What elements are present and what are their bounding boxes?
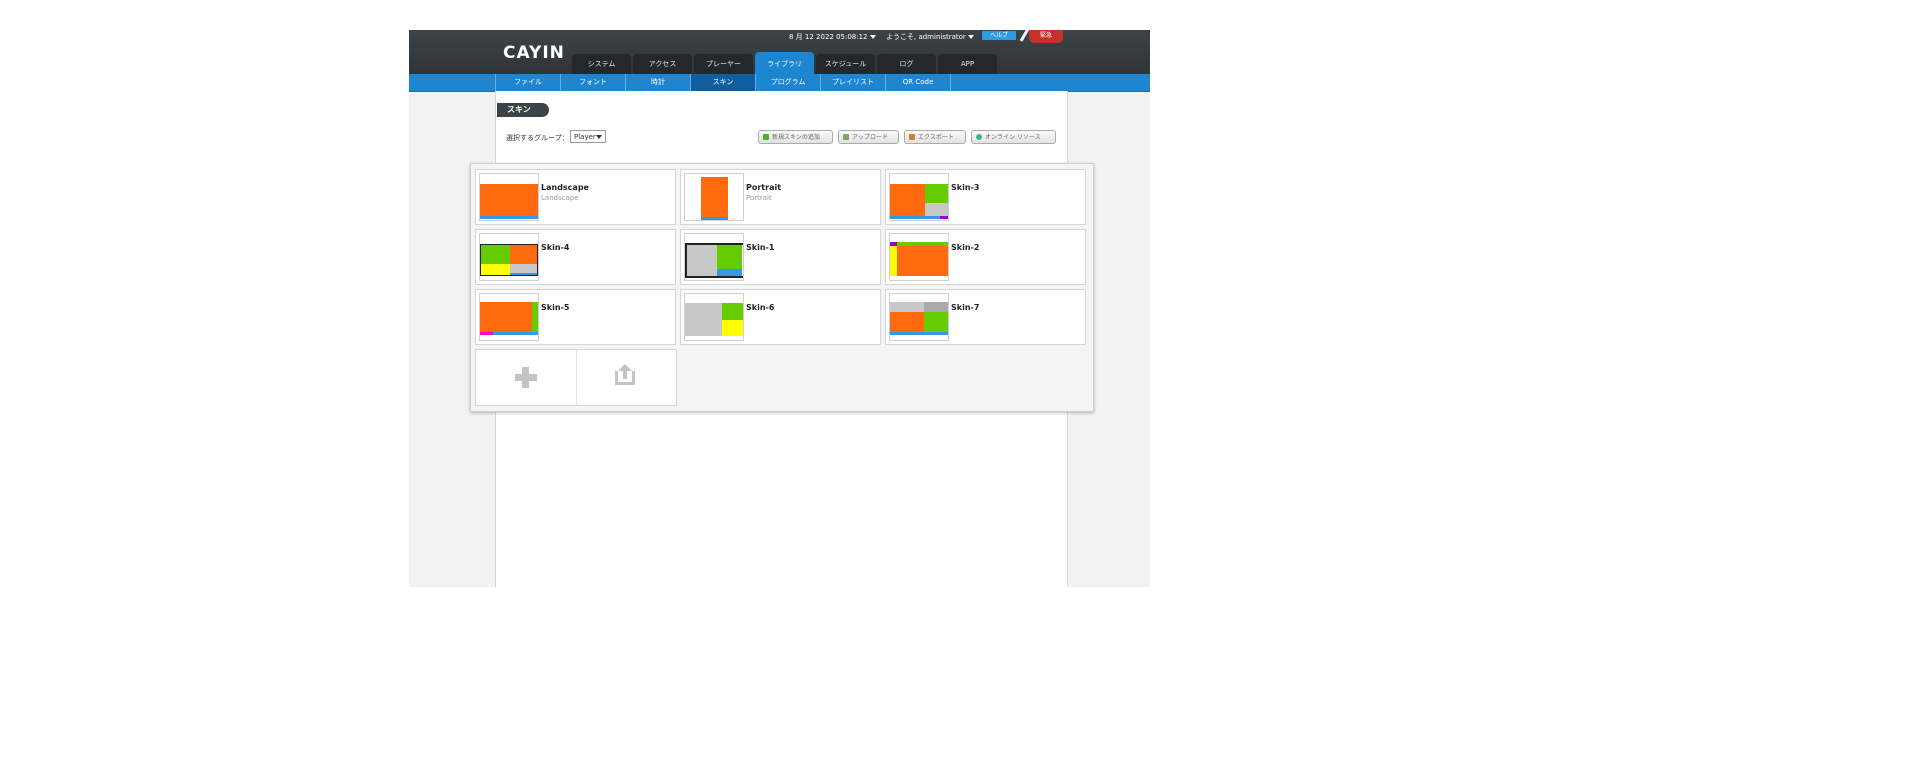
skin-name: Skin-6	[746, 303, 775, 312]
subtab-label: プレイリスト	[832, 78, 874, 86]
welcome-text: ようこそ, administrator	[886, 33, 966, 41]
tab-label: システム	[587, 60, 616, 68]
chevron-down-icon	[967, 35, 974, 39]
datetime-dropdown[interactable]: 8 月 12 2022 05:08:12	[789, 32, 876, 42]
skin-thumbnail	[684, 233, 744, 281]
skin-card-skin-5[interactable]: Skin-5	[475, 289, 676, 345]
add-skin-tile[interactable]	[476, 350, 575, 405]
add-skin-card	[475, 349, 677, 406]
skin-card-portrait[interactable]: Portrait Portrait	[680, 169, 881, 225]
emergency-label: 緊急	[1039, 32, 1052, 39]
subtab-skin[interactable]: スキン	[690, 74, 755, 91]
add-skin-label: 新規スキンの追加	[772, 134, 820, 141]
pen-icon	[1019, 30, 1030, 42]
upload-skin-tile[interactable]	[576, 350, 676, 405]
skin-thumbnail	[479, 173, 539, 221]
top-bar: CAYIN 8 月 12 2022 05:08:12 ようこそ, adminis…	[409, 30, 1150, 74]
skin-thumbnail	[889, 173, 949, 221]
group-select[interactable]: Player	[570, 130, 606, 143]
user-menu[interactable]: ようこそ, administrator	[886, 32, 974, 42]
subtab-label: プログラム	[770, 78, 806, 86]
upload-icon	[843, 134, 849, 140]
skin-name: Skin-7	[951, 303, 980, 312]
subtab-label: 時計	[651, 78, 665, 86]
tab-player[interactable]: プレーヤー	[694, 54, 753, 74]
subtab-program[interactable]: プログラム	[755, 74, 820, 91]
chevron-down-icon	[869, 35, 876, 39]
export-button[interactable]: エクスポート	[904, 130, 966, 144]
tab-access[interactable]: アクセス	[633, 54, 692, 74]
skin-name: Skin-2	[951, 243, 980, 252]
online-resources-button[interactable]: オンライン リソース	[971, 130, 1056, 144]
export-icon	[909, 134, 915, 140]
skin-card-skin-7[interactable]: Skin-7	[885, 289, 1086, 345]
skin-name: Portrait	[746, 183, 782, 192]
skin-card-skin-6[interactable]: Skin-6	[680, 289, 881, 345]
skin-name: Skin-1	[746, 243, 775, 252]
subtab-qr-code[interactable]: QR Code	[885, 74, 951, 91]
skin-thumbnail	[889, 233, 949, 281]
skin-subtitle: Portrait	[746, 194, 772, 202]
tab-log[interactable]: ログ	[877, 54, 936, 74]
subtab-label: スキン	[712, 78, 734, 86]
tab-label: ライブラリ	[767, 60, 802, 68]
skin-card-skin-3[interactable]: Skin-3	[885, 169, 1086, 225]
upload-label: アップロード	[852, 134, 889, 141]
skin-subtitle: Landscape	[541, 194, 579, 202]
sub-navigation: ファイル フォント 時計 スキン プログラム プレイリスト QR Code	[409, 74, 1150, 92]
help-label: ヘルプ	[989, 32, 1008, 39]
tab-library[interactable]: ライブラリ	[755, 52, 814, 74]
tab-label: プレーヤー	[706, 60, 741, 68]
cayin-logo: CAYIN	[503, 43, 565, 63]
skin-card-skin-1[interactable]: Skin-1	[680, 229, 881, 285]
skin-card-skin-2[interactable]: Skin-2	[885, 229, 1086, 285]
upload-button[interactable]: アップロード	[838, 130, 899, 144]
skin-thumbnail	[479, 293, 539, 341]
chevron-down-icon	[596, 135, 602, 139]
datetime-text: 8 月 12 2022 05:08:12	[789, 33, 868, 41]
tab-system[interactable]: システム	[572, 54, 631, 74]
subtab-playlist[interactable]: プレイリスト	[820, 74, 885, 91]
tab-label: APP	[960, 60, 975, 68]
skin-name: Landscape	[541, 183, 589, 192]
tab-app[interactable]: APP	[938, 54, 997, 74]
subtab-file[interactable]: ファイル	[495, 74, 560, 91]
skin-card-landscape[interactable]: Landscape Landscape	[475, 169, 676, 225]
globe-icon	[976, 134, 982, 140]
add-icon	[763, 134, 769, 140]
subtab-font[interactable]: フォント	[560, 74, 625, 91]
add-skin-button[interactable]: 新規スキンの追加	[758, 130, 833, 144]
skin-thumbnail	[684, 173, 744, 221]
subtab-label: QR Code	[902, 78, 934, 86]
skin-grid: Landscape Landscape Portrait Portrait Sk…	[470, 163, 1094, 412]
subtab-label: ファイル	[514, 78, 542, 86]
group-select-value: Player	[574, 133, 596, 141]
skin-name: Skin-3	[951, 183, 980, 192]
skin-thumbnail	[684, 293, 744, 341]
tab-label: アクセス	[648, 60, 677, 68]
emergency-button[interactable]: 緊急	[1019, 30, 1063, 43]
help-button[interactable]: ヘルプ	[982, 31, 1016, 40]
tab-label: ログ	[899, 60, 914, 68]
tab-label: スケジュール	[824, 60, 867, 68]
subtab-clock[interactable]: 時計	[625, 74, 690, 91]
skin-name: Skin-4	[541, 243, 570, 252]
page-title: スキン	[497, 103, 549, 117]
tab-schedule[interactable]: スケジュール	[816, 54, 875, 74]
export-label: エクスポート	[918, 134, 954, 141]
group-label: 選択するグループ：	[506, 134, 569, 142]
online-resources-label: オンライン リソース	[985, 134, 1041, 141]
skin-thumbnail	[889, 293, 949, 341]
subtab-label: フォント	[579, 78, 607, 86]
skin-thumbnail	[479, 233, 539, 281]
skin-name: Skin-5	[541, 303, 570, 312]
skin-card-skin-4[interactable]: Skin-4	[475, 229, 676, 285]
